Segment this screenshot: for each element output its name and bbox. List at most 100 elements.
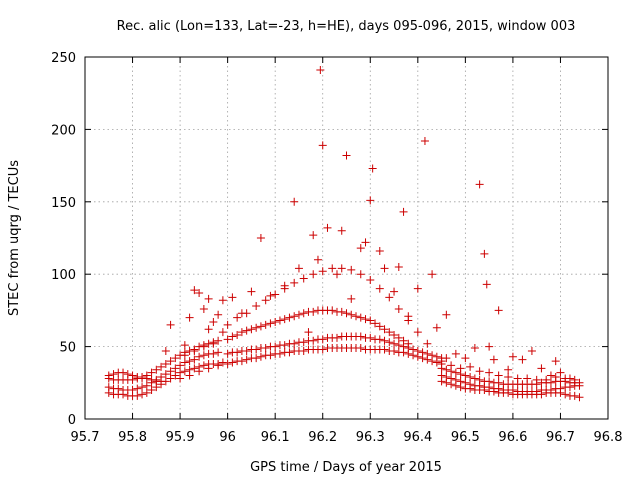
data-point <box>285 313 294 322</box>
data-point <box>575 393 584 402</box>
data-point <box>180 341 189 350</box>
data-point <box>466 373 475 382</box>
data-point <box>442 378 451 387</box>
x-tick-label: 96.2 <box>308 430 337 445</box>
data-point <box>252 354 261 363</box>
data-point <box>223 335 232 344</box>
data-point <box>404 339 413 348</box>
x-tick-label: 96.6 <box>498 430 527 445</box>
data-point <box>214 336 223 345</box>
data-point <box>318 345 327 354</box>
data-point <box>482 280 491 289</box>
data-point <box>218 328 227 337</box>
data-point <box>556 388 565 397</box>
data-point <box>237 309 246 318</box>
data-point <box>466 362 475 371</box>
data-point <box>551 373 560 382</box>
data-point <box>166 320 175 329</box>
data-point <box>561 390 570 399</box>
data-point <box>447 380 456 389</box>
data-point <box>318 335 327 344</box>
x-tick-label: 96.8 <box>594 430 623 445</box>
data-point <box>271 317 280 326</box>
data-point <box>195 352 204 361</box>
data-point <box>489 387 498 396</box>
data-point <box>223 349 232 358</box>
data-point <box>342 309 351 318</box>
data-point <box>138 383 147 392</box>
data-point <box>204 325 213 334</box>
data-point <box>456 383 465 392</box>
data-point <box>185 313 194 322</box>
data-point <box>309 231 318 240</box>
x-tick-label: 96.4 <box>403 430 432 445</box>
data-point <box>147 386 156 395</box>
data-point <box>233 348 242 357</box>
data-point <box>290 197 299 206</box>
data-point <box>423 339 432 348</box>
data-point <box>285 348 294 357</box>
data-point <box>104 383 113 392</box>
y-tick-label: 50 <box>59 341 76 356</box>
data-point <box>123 370 132 379</box>
data-point <box>523 374 532 383</box>
data-point <box>328 264 337 273</box>
data-point <box>451 349 460 358</box>
data-point <box>166 367 175 376</box>
data-point <box>299 346 308 355</box>
data-point <box>337 226 346 235</box>
data-point <box>399 336 408 345</box>
data-point <box>299 274 308 283</box>
data-point <box>161 359 170 368</box>
data-point <box>366 196 375 205</box>
grid-layer <box>85 57 608 419</box>
data-point <box>133 373 142 382</box>
data-point <box>328 306 337 315</box>
data-point <box>290 278 299 287</box>
y-tick-label: 200 <box>51 123 76 138</box>
data-point <box>480 249 489 258</box>
data-point <box>252 345 261 354</box>
data-point <box>442 310 451 319</box>
data-point <box>480 386 489 395</box>
data-point <box>356 313 365 322</box>
y-tick-label: 0 <box>68 413 76 428</box>
data-point <box>508 352 517 361</box>
data-point <box>570 375 579 384</box>
data-point <box>290 312 299 321</box>
data-point <box>390 331 399 340</box>
data-point <box>280 341 289 350</box>
data-point <box>190 364 199 373</box>
data-point <box>199 351 208 360</box>
x-tick-label: 96.1 <box>261 430 290 445</box>
data-point <box>527 346 536 355</box>
data-point <box>418 348 427 357</box>
data-point <box>247 325 256 334</box>
data-point <box>309 307 318 316</box>
data-point <box>537 390 546 399</box>
data-point <box>195 367 204 376</box>
data-point <box>518 355 527 364</box>
data-point <box>432 352 441 361</box>
data-point <box>109 370 118 379</box>
data-point <box>228 332 237 341</box>
data-point <box>280 315 289 324</box>
data-point <box>180 358 189 367</box>
data-point <box>337 264 346 273</box>
data-point <box>180 351 189 360</box>
data-point <box>437 377 446 386</box>
data-point <box>209 317 218 326</box>
data-point <box>551 357 560 366</box>
data-point <box>195 289 204 298</box>
x-axis-label: GPS time / Days of year 2015 <box>250 460 442 475</box>
data-point <box>356 344 365 353</box>
data-point <box>385 328 394 337</box>
data-point <box>470 374 479 383</box>
data-point <box>451 368 460 377</box>
data-point <box>152 365 161 374</box>
data-point <box>237 357 246 366</box>
data-point <box>456 364 465 373</box>
data-point <box>332 270 341 279</box>
data-point <box>504 373 513 382</box>
